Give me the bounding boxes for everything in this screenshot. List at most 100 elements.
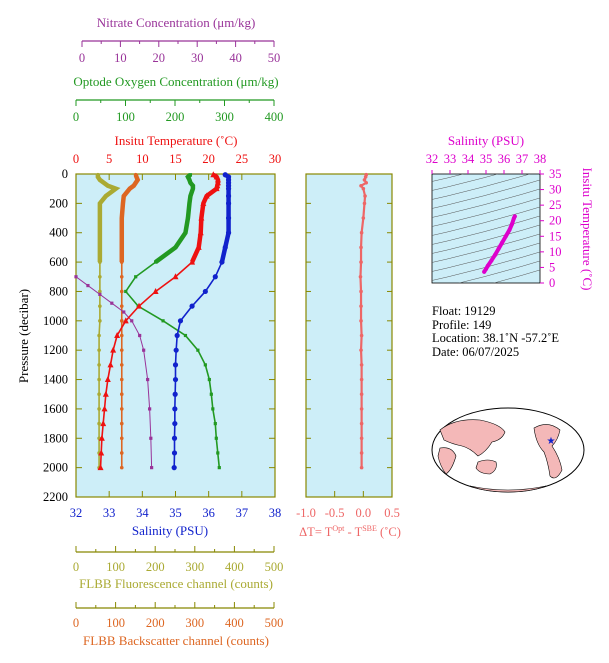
delta-point (359, 304, 363, 308)
nitrate-point (110, 301, 114, 305)
fluorescence-point (97, 333, 101, 338)
temperature-point (97, 464, 104, 471)
delta-point (359, 377, 364, 382)
ts-point (485, 263, 490, 268)
info-location: Location: 38.1˚N -57.2˚E (432, 331, 560, 345)
salinity-point (171, 465, 177, 471)
temperature-tick-label: 10 (136, 152, 149, 166)
pressure-tick-label: 1600 (43, 402, 68, 416)
backscatter-point (119, 216, 124, 220)
nitrate-axis-title: Nitrate Concentration (μm/kg) (97, 15, 256, 30)
oxygen-axis-tick-label: 300 (215, 110, 234, 124)
backscatter-point (119, 230, 124, 235)
ts-point (496, 246, 501, 251)
oxygen-point (183, 231, 188, 235)
salinity-point (174, 332, 180, 339)
salinity-point (177, 318, 184, 324)
nitrate-axis-tick-label: 0 (79, 51, 85, 65)
main-plot-series (74, 171, 232, 471)
salinity-point (225, 215, 232, 221)
fluorescence-point (98, 304, 102, 308)
temperature-point (197, 229, 204, 236)
backscatter-point (131, 183, 136, 188)
backscatter-point (119, 465, 124, 470)
nitrate-point (138, 333, 142, 338)
map-land-africa (437, 447, 457, 475)
fluorescence-point (98, 216, 102, 220)
delta-title-sup1: Opt (332, 524, 345, 533)
ts-plot-series (482, 214, 517, 274)
ts-plot-area (431, 173, 541, 284)
delta-point (359, 436, 364, 441)
map-land-australia (475, 459, 497, 475)
backscatter-point (119, 333, 124, 338)
oxygen-point (191, 184, 195, 188)
nitrate-point (149, 436, 153, 440)
fluorescence-point (98, 274, 102, 279)
nitrate-point (86, 283, 90, 288)
pressure-tick-label: 800 (49, 284, 68, 298)
delta-point (361, 186, 366, 191)
oxygen-point (188, 194, 193, 198)
salinity-tick-label: 37 (236, 506, 249, 520)
pressure-tick-label: 1000 (43, 314, 68, 328)
salinity-tick-label: 34 (136, 506, 149, 520)
oxygen-point (214, 436, 218, 440)
temperature-point (104, 376, 111, 383)
oxygen-point (216, 451, 220, 455)
ts-density-contour (412, 84, 560, 123)
backscatter-point (119, 304, 124, 308)
salinity-point (202, 288, 208, 295)
backscatter-axis: 0 100 200 300 400 500 (73, 602, 283, 630)
map-land-americas (533, 424, 563, 479)
pressure-tick-label: 2200 (43, 490, 68, 504)
fluorescence-point (98, 245, 102, 250)
ts-density-contour (432, 174, 531, 200)
world-map: ★ (431, 407, 585, 493)
salinity-point (171, 450, 178, 456)
fluorescence-axis-tick-label: 300 (185, 560, 204, 574)
salinity-point (172, 406, 178, 412)
fluorescence-point (97, 407, 101, 411)
oxygen-point (188, 173, 193, 177)
temperature-point (214, 179, 221, 186)
ts-salinity-tick-label: 35 (480, 152, 493, 166)
delta-point (359, 260, 363, 264)
delta-point (363, 194, 367, 198)
oxygen-point (207, 377, 211, 382)
info-profile: Profile: 149 (432, 317, 492, 332)
temperature-point (102, 390, 109, 397)
temperature-point (98, 434, 105, 441)
fluorescence-point (114, 186, 118, 191)
ts-point (493, 252, 497, 257)
pressure-tick-label: 0 (62, 167, 68, 181)
temperature-point (136, 302, 143, 309)
pressure-tick-label: 1400 (43, 373, 68, 387)
pressure-axis-title: Pressure (decibar) (16, 289, 31, 383)
delta-point (359, 465, 364, 470)
ts-density-contour (458, 260, 540, 283)
fluorescence-point (98, 201, 102, 206)
ts-point (512, 214, 517, 219)
map-land-antarctica (469, 485, 547, 493)
temperature-tick-label: 20 (202, 152, 215, 166)
pressure-tick-label: 1200 (43, 343, 68, 357)
nitrate-point (148, 407, 152, 411)
ts-salinity-tick-label: 38 (534, 152, 547, 166)
ts-temperature-tick-label: 30 (549, 183, 562, 197)
salinity-point (172, 362, 179, 368)
ts-density-contour (432, 233, 540, 263)
temperature-point (213, 185, 220, 192)
main-plot-axes: 0 5 10 15 20 25 30 32 33 34 35 36 37 38 0 200 400 600 800 1… (43, 152, 281, 520)
delta-point (358, 274, 363, 279)
salinity-point (219, 259, 225, 265)
ts-density-contour (432, 215, 540, 245)
ts-temperature-tick-label: 0 (549, 276, 555, 290)
info-float: Float: 19129 (432, 304, 496, 318)
float-location-marker: ★ (547, 436, 556, 447)
ts-density-contour (432, 197, 540, 227)
oxygen-point (187, 178, 192, 182)
backscatter-point (119, 451, 124, 455)
fluorescence-point (98, 260, 102, 264)
